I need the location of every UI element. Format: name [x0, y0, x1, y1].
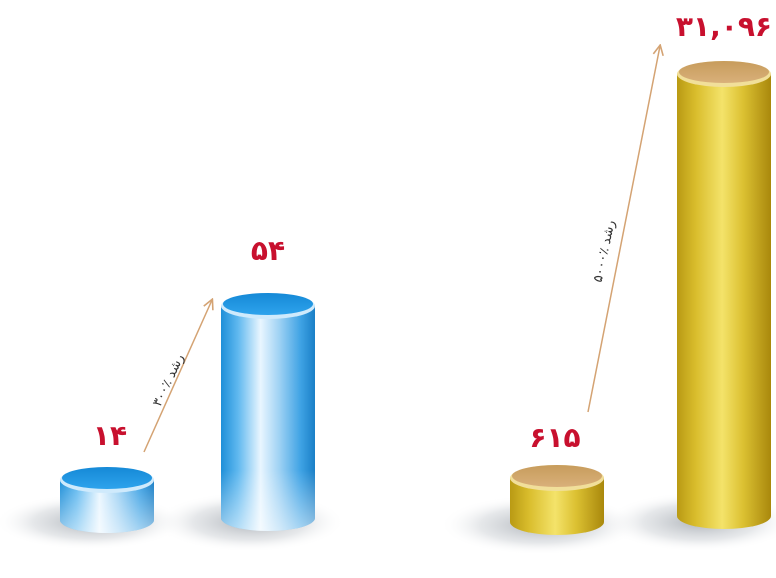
bar-gold-2: [677, 61, 771, 529]
chart-group-gold: ۵۰۰۰٪ رشد ۶۱۵ ۳۱,۰۹۶: [440, 10, 776, 555]
growth-arrow: [587, 46, 660, 413]
bar-blue-2: [221, 293, 315, 531]
value-label-bar-3: ۶۱۵: [529, 421, 580, 454]
bar-blue-1: [60, 467, 154, 533]
growth-arrow: [143, 300, 212, 453]
value-label-bar-2: ۵۴: [251, 234, 285, 267]
value-label-bar-1: ۱۴: [93, 419, 127, 452]
growth-label: ۳۰۰٪ رشد: [150, 352, 187, 409]
value-label-bar-4: ۳۱,۰۹۶: [676, 10, 772, 43]
chart-group-blue: ۳۰۰٪ رشد ۱۴ ۵۴: [0, 234, 345, 552]
bar-gold-1: [510, 465, 604, 535]
growth-label: ۵۰۰۰٪ رشد: [591, 219, 619, 284]
